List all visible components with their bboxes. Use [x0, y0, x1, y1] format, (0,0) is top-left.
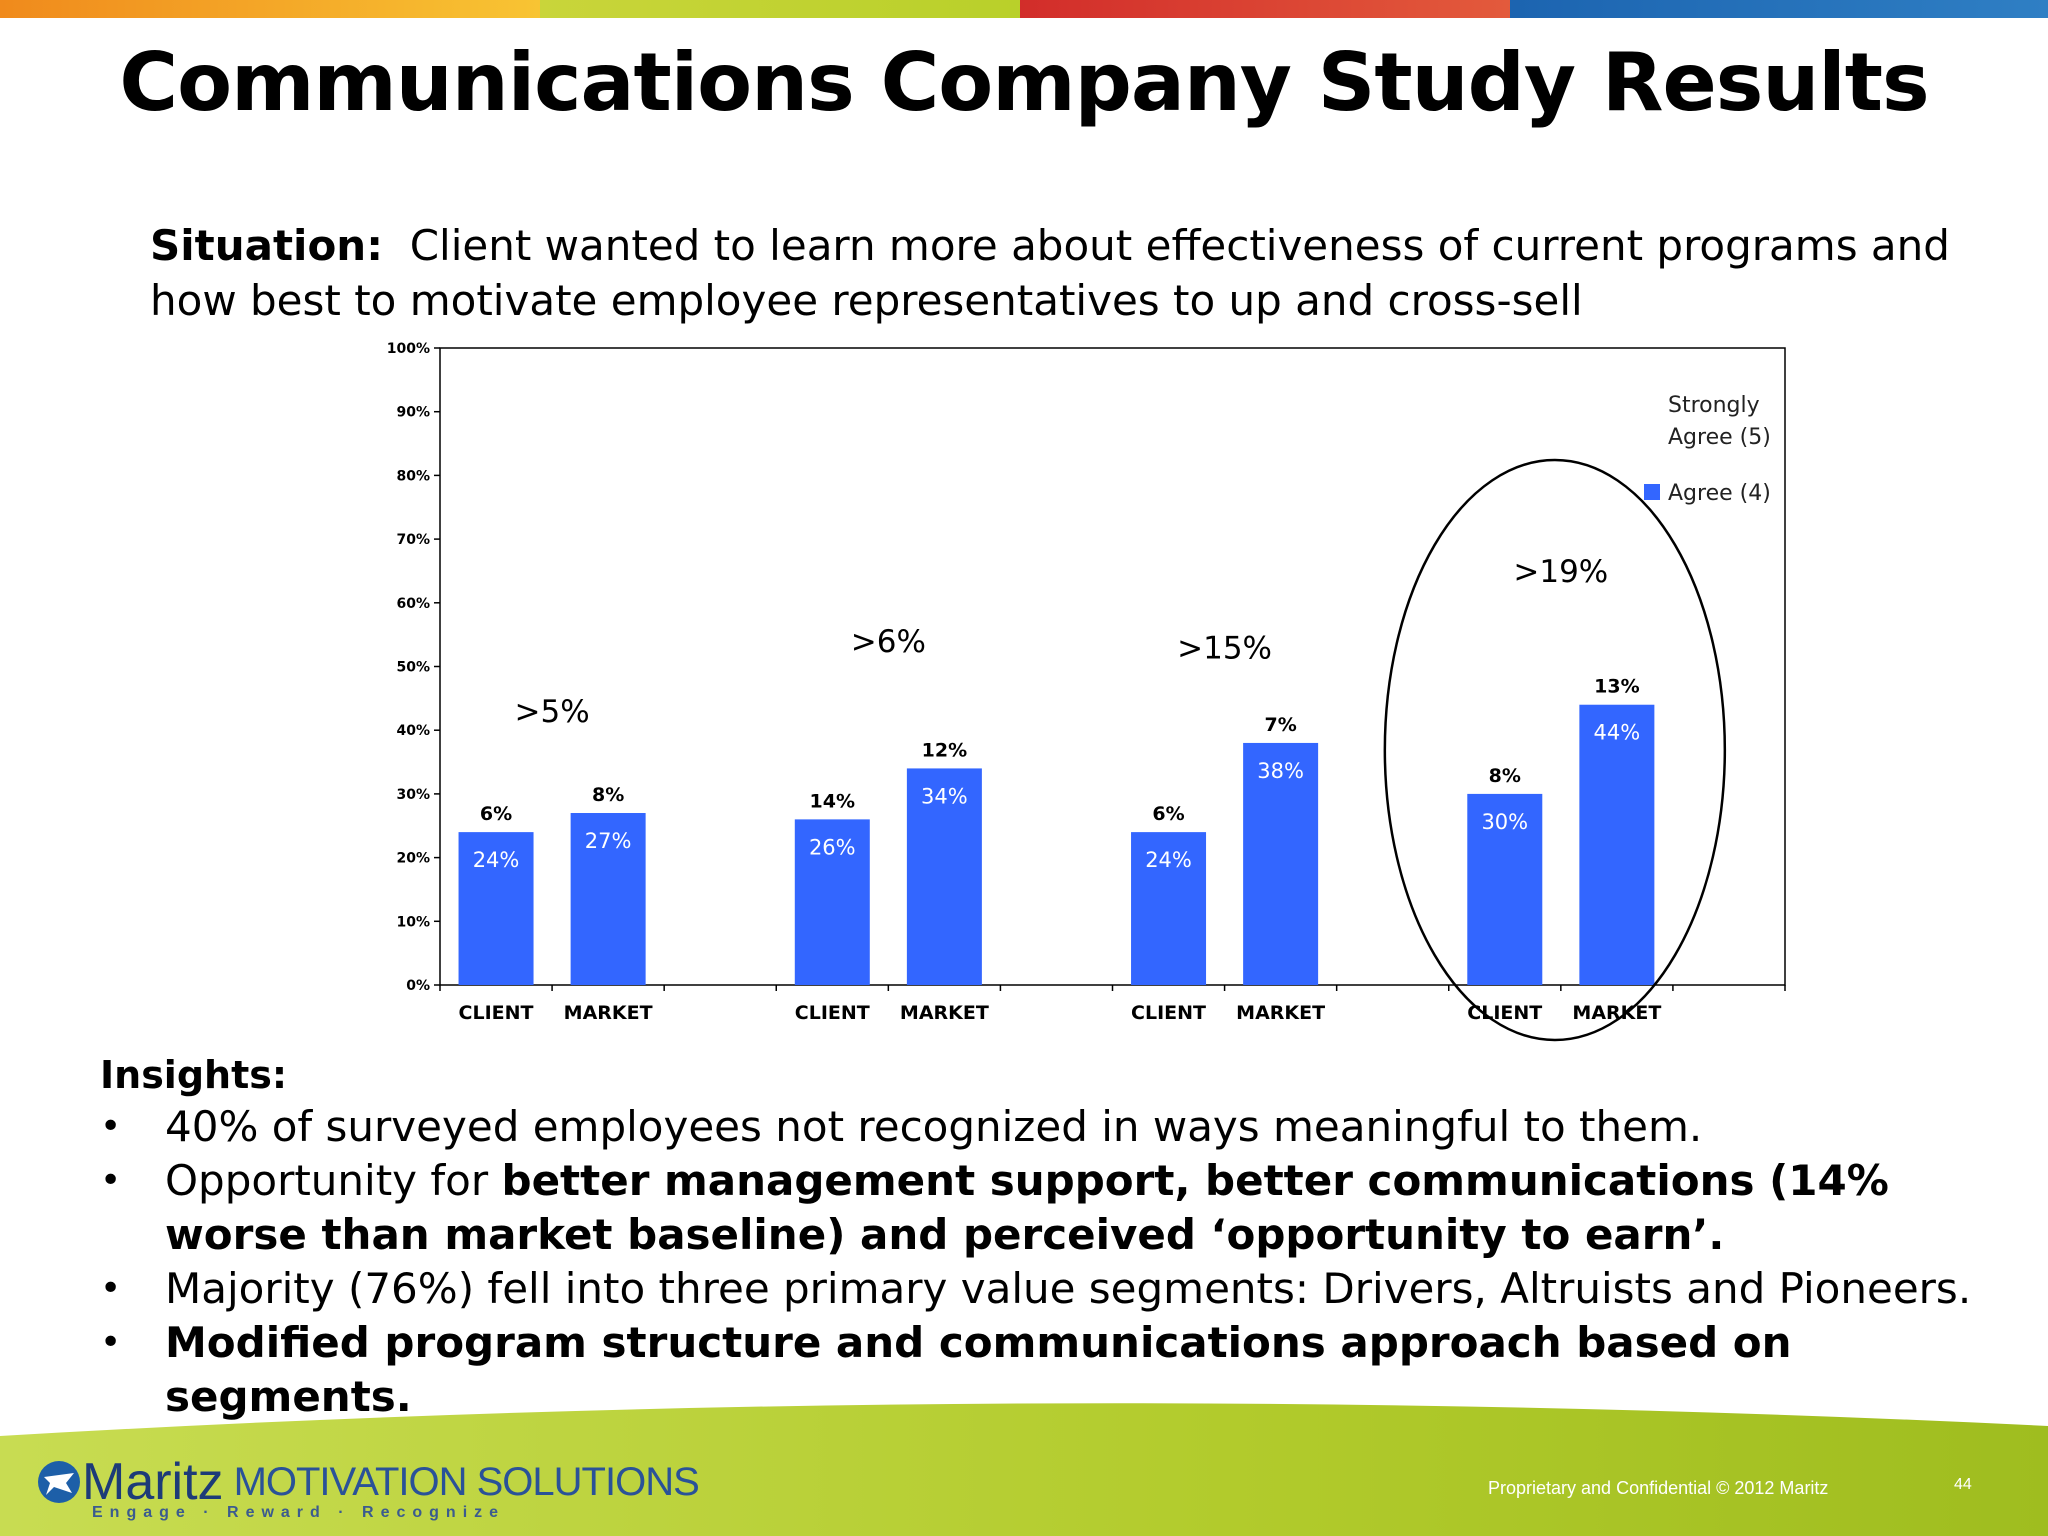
bar-label-agree: 30% [1481, 810, 1528, 834]
insights-title: Insights: [100, 1053, 288, 1097]
y-tick-label: 80% [396, 468, 430, 484]
bar-agree [458, 832, 534, 985]
y-tick-label: 70% [396, 532, 430, 548]
bar-label-agree: 26% [809, 835, 856, 859]
x-tick-label: CLIENT [1467, 1002, 1542, 1024]
insight-item: Majority (76%) fell into three primary v… [100, 1262, 2020, 1316]
insight-text: 40% of surveyed employees not recognized… [165, 1102, 1703, 1151]
group-gap-label: >5% [515, 694, 590, 730]
page-number: 44 [1954, 1476, 1972, 1493]
y-tick-label: 30% [396, 787, 430, 803]
legend-label-strongly-agree-line1: Strongly [1668, 393, 1760, 418]
bar-label-agree: 38% [1257, 759, 1304, 783]
bar-label-strongly-agree: 8% [1489, 765, 1521, 787]
y-tick-label: 10% [396, 914, 430, 930]
bar-agree [1243, 742, 1319, 985]
confidential-notice: Proprietary and Confidential © 2012 Mari… [1488, 1478, 1829, 1498]
group-gap-label: >15% [1177, 630, 1272, 666]
maritz-logo: Maritz MOTIVATION SOLUTIONS [36, 1452, 700, 1512]
insight-text: Opportunity for [165, 1156, 502, 1205]
bar-label-agree: 34% [921, 784, 968, 808]
situation-text: Client wanted to learn more about effect… [150, 221, 1950, 325]
bar-label-strongly-agree: 8% [592, 784, 624, 806]
bar-label-agree: 27% [585, 829, 632, 853]
logo-word: Maritz [82, 1453, 224, 1511]
globe-icon [38, 1461, 80, 1503]
bar-agree [1467, 793, 1543, 985]
insights-list: 40% of surveyed employees not recognized… [100, 1100, 2020, 1424]
y-tick-label: 0% [406, 978, 430, 994]
top-color-stripe [0, 0, 2048, 18]
bar-agree [570, 813, 646, 985]
insight-text: Modified program structure and communica… [165, 1318, 1792, 1421]
insight-item: Opportunity for better management suppor… [100, 1154, 2020, 1262]
logo-tagline: Engage · Reward · Recognize [92, 1504, 506, 1521]
bar-label-strongly-agree: 7% [1264, 714, 1296, 736]
insight-text: better management support, better commun… [165, 1156, 1889, 1259]
bar-label-strongly-agree: 6% [480, 803, 512, 825]
bar-label-agree: 24% [473, 848, 520, 872]
stacked-bar-chart: 0% 10% 20% 30% 40% 50% 60% 70% 80% 90% 100% 24% 6% CL… [387, 341, 1786, 1042]
y-tick-label: 20% [396, 851, 430, 867]
bar-label-agree: 24% [1145, 848, 1192, 872]
y-tick-label: 40% [396, 723, 430, 739]
situation-paragraph: Situation: Client wanted to learn more a… [150, 218, 1950, 328]
bar-agree [1131, 832, 1207, 985]
y-tick-label: 50% [396, 660, 430, 676]
x-tick-label: MARKET [564, 1002, 653, 1024]
insight-text: Majority (76%) fell into three primary v… [165, 1264, 1972, 1313]
x-tick-label: MARKET [900, 1002, 989, 1024]
x-tick-label: CLIENT [1131, 1002, 1206, 1024]
group-gap-label: >19% [1513, 554, 1608, 590]
x-tick-label: CLIENT [459, 1002, 534, 1024]
logo-subtitle: MOTIVATION SOLUTIONS [233, 1459, 700, 1504]
y-tick-label: 90% [396, 405, 430, 421]
x-tick-label: MARKET [1572, 1002, 1661, 1024]
bar-label-strongly-agree: 6% [1152, 803, 1184, 825]
bar-agree [906, 768, 982, 985]
page-title: Communications Company Study Results [119, 36, 1929, 129]
insight-item: 40% of surveyed employees not recognized… [100, 1100, 2020, 1154]
footer-band [0, 1403, 2048, 1536]
bar-agree [1579, 704, 1655, 985]
y-tick-label: 100% [387, 341, 430, 357]
bar-label-strongly-agree: 13% [1594, 676, 1639, 698]
bar-label-strongly-agree: 12% [922, 739, 967, 761]
legend-label-strongly-agree-line2: Agree (5) [1668, 425, 1771, 450]
legend-swatch-agree [1644, 484, 1660, 500]
group-gap-label: >6% [851, 624, 926, 660]
x-tick-label: CLIENT [795, 1002, 870, 1024]
highlight-ellipse [1383, 458, 1727, 1042]
bar-agree [794, 819, 870, 985]
legend-label-agree: Agree (4) [1668, 481, 1771, 506]
bar-label-strongly-agree: 14% [810, 790, 855, 812]
y-tick-label: 60% [396, 596, 430, 612]
x-tick-label: MARKET [1236, 1002, 1325, 1024]
bar-label-agree: 44% [1594, 721, 1641, 745]
insight-item: Modified program structure and communica… [100, 1316, 2020, 1424]
situation-label: Situation: [150, 221, 383, 270]
